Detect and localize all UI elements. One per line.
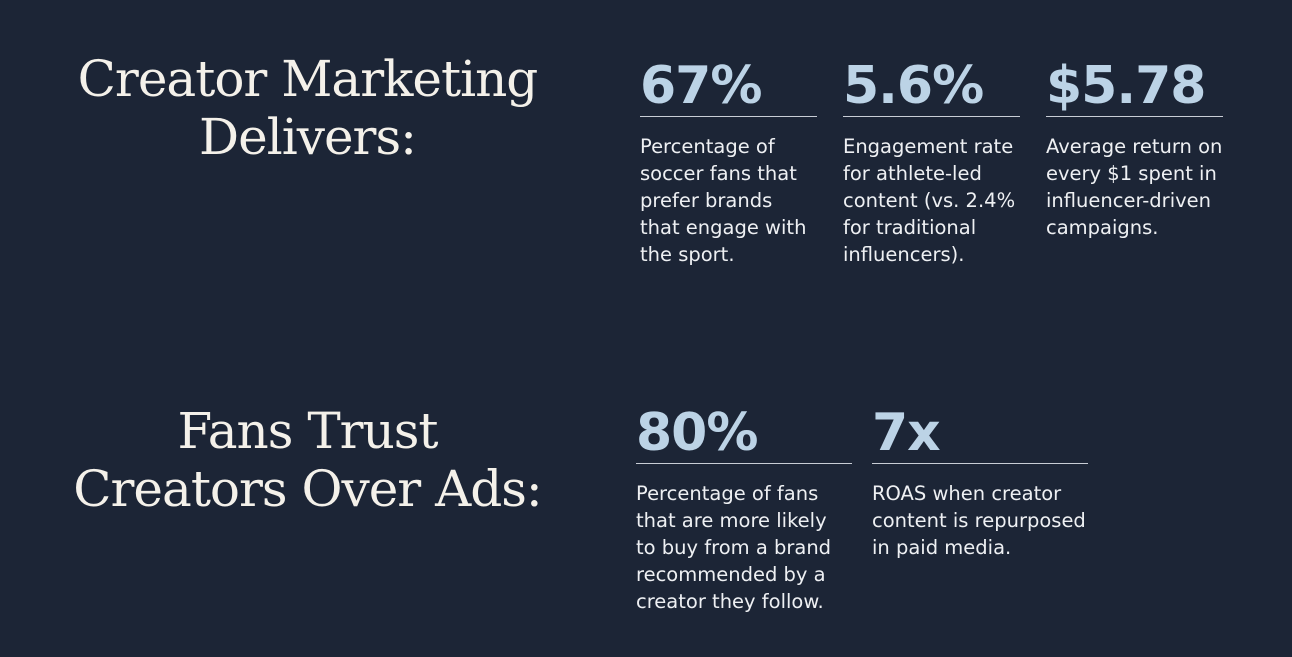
stat-description: Percentage of soccer fans that prefer br… bbox=[640, 135, 807, 266]
stat-divider bbox=[843, 116, 1020, 117]
stat-value: $5.78 bbox=[1046, 56, 1206, 116]
stat-description: ROAS when creator content is repurposed … bbox=[872, 482, 1086, 559]
stat-block: $5.78 Average return on every $1 spent i… bbox=[1046, 56, 1223, 241]
stat-block: 80% Percentage of fans that are more lik… bbox=[636, 403, 852, 615]
stat-value: 80% bbox=[636, 403, 758, 463]
stat-divider bbox=[636, 463, 852, 464]
heading-line: Creator Marketing bbox=[77, 50, 539, 108]
stat-divider bbox=[640, 116, 817, 117]
stat-block: 67% Percentage of soccer fans that prefe… bbox=[640, 56, 817, 268]
heading-line: Fans Trust bbox=[177, 402, 438, 460]
stat-block: 5.6% Engagement rate for athlete-led con… bbox=[843, 56, 1020, 268]
heading-line: Delivers: bbox=[199, 108, 417, 166]
section-heading-creator-marketing: Creator Marketing Delivers: bbox=[45, 50, 570, 166]
stat-description: Average return on every $1 spent in infl… bbox=[1046, 135, 1223, 239]
stat-description: Percentage of fans that are more likely … bbox=[636, 482, 832, 613]
stat-value: 67% bbox=[640, 56, 762, 116]
section-heading-fans-trust: Fans Trust Creators Over Ads: bbox=[30, 402, 585, 518]
stat-block: 7x ROAS when creator content is repurpos… bbox=[872, 403, 1088, 561]
stat-divider bbox=[1046, 116, 1223, 117]
stat-description: Engagement rate for athlete-led content … bbox=[843, 135, 1016, 266]
stat-value: 7x bbox=[872, 403, 941, 463]
stat-value: 5.6% bbox=[843, 56, 984, 116]
heading-line: Creators Over Ads: bbox=[73, 460, 542, 518]
stat-divider bbox=[872, 463, 1088, 464]
